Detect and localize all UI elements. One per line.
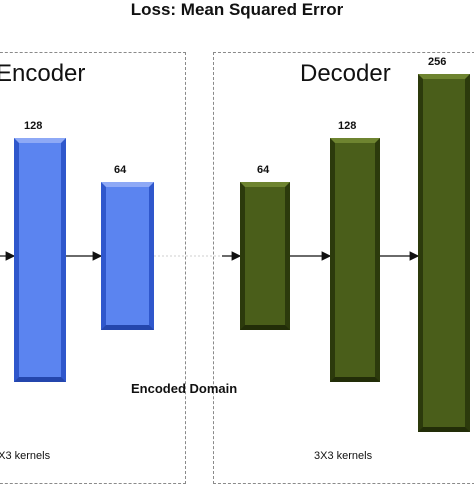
decoder-kernels-label: 3X3 kernels	[314, 450, 373, 462]
autoencoder-diagram	[0, 74, 470, 432]
encoder-count-128: 128	[24, 120, 43, 132]
decoder-layer-256	[418, 74, 470, 432]
decoder-count-128: 128	[338, 120, 357, 132]
encoder-layer-64	[101, 182, 154, 330]
encoder-layer-128	[14, 138, 66, 382]
decoder-layer-128	[330, 138, 380, 382]
decoder-count-256: 256	[428, 56, 447, 68]
decoder-layer-64	[240, 182, 290, 330]
encoded-domain-label: Encoded Domain	[131, 381, 238, 396]
diagram-title: Loss: Mean Squared Error	[130, 0, 344, 19]
encoder-count-64: 64	[114, 164, 127, 176]
encoder-kernels-label: 3X3 kernels	[0, 450, 51, 462]
decoder-label: Decoder	[300, 60, 391, 87]
encoder-label: Encoder	[0, 60, 86, 87]
decoder-count-64: 64	[257, 164, 270, 176]
